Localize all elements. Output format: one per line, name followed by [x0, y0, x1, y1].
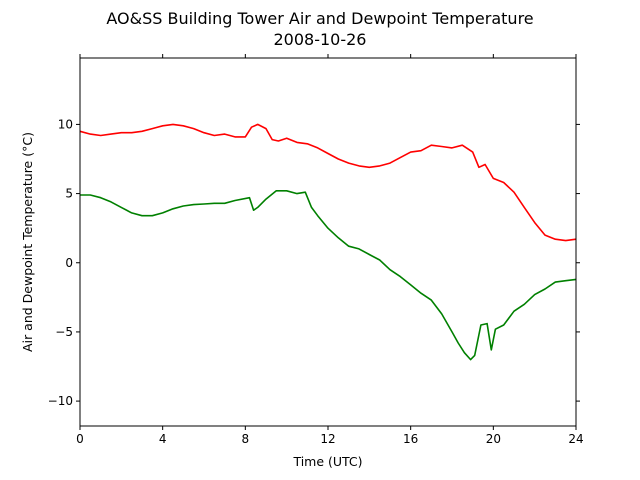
- x-tick-label: 8: [242, 432, 250, 446]
- plot-frame: [79, 57, 577, 427]
- x-tick-label: 20: [486, 432, 501, 446]
- x-axis-label: Time (UTC): [292, 454, 362, 469]
- series-layer: [79, 123, 577, 361]
- x-tick-label: 16: [403, 432, 418, 446]
- ticks-layer: 0 4 8 12 16 20 24 −10 −5 0 5 10: [48, 54, 584, 446]
- y-tick-label: 0: [65, 256, 73, 270]
- y-tick-label: −5: [55, 325, 73, 339]
- y-tick-label: 10: [58, 117, 73, 131]
- series-line-0: [79, 123, 577, 242]
- x-tick-label: 12: [320, 432, 335, 446]
- x-tick-label: 24: [568, 432, 583, 446]
- x-tick-label: 4: [159, 432, 167, 446]
- chart-title: AO&SS Building Tower Air and Dewpoint Te…: [106, 9, 533, 28]
- y-tick-label: 5: [65, 187, 73, 201]
- y-tick-label: −10: [48, 394, 73, 408]
- x-tick-label: 0: [76, 432, 84, 446]
- y-axis-label: Air and Dewpoint Temperature (°C): [20, 132, 35, 352]
- series-line-1: [80, 190, 577, 361]
- chart-subtitle: 2008-10-26: [274, 30, 367, 49]
